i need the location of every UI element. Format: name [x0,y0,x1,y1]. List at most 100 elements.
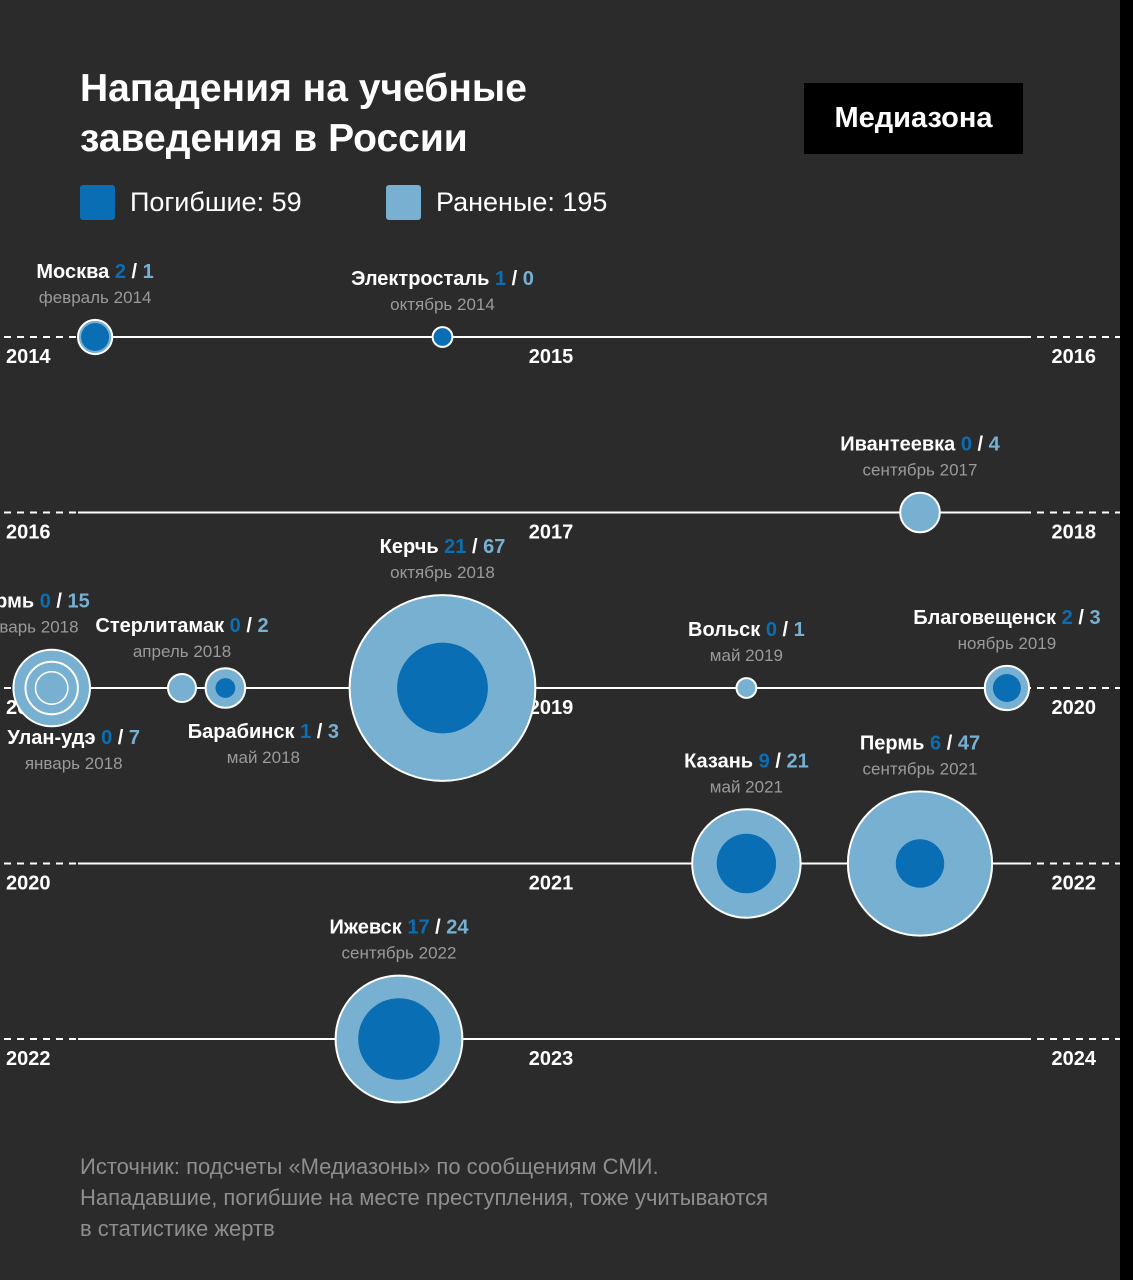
event-date: май 2018 [227,748,300,767]
footnote-line-3: в статистике жертв [80,1216,275,1241]
event-separator: / [466,536,483,558]
event-killed-count: 17 [407,917,429,939]
year-tick-label: 2018 [1052,522,1097,544]
event-date: апрель 2018 [133,642,231,661]
event-city: Керчь [380,536,445,558]
event-wounded-count: 3 [1089,607,1100,629]
event-separator: / [770,750,787,772]
event-city: Казань [684,750,759,772]
event-city: Вольск [688,619,766,641]
bubble-wounded [735,677,758,699]
event-label: Благовещенск 2 / 3 [913,607,1100,629]
event-label: Ивантеевка 0 / 4 [840,434,1000,456]
event-separator: / [506,268,523,290]
event-killed-count: 2 [1062,607,1073,629]
footnote-line-2: Нападавшие, погибшие на месте преступлен… [80,1185,769,1210]
legend-killed-label: Погибшие: 59 [130,186,302,217]
event-killed-count: 1 [300,721,311,743]
timeline-chart: 2014201520162016201720182018201920202020… [0,261,1120,1104]
event-date: май 2019 [710,646,783,665]
event-label: Москва 2 / 1 [36,261,153,283]
bubble-killed [397,642,488,734]
year-tick-label: 2022 [6,1048,51,1070]
footnote-line-1: Источник: подсчеты «Медиазоны» по сообще… [80,1154,659,1179]
event-wounded-count: 67 [483,536,505,558]
event-separator: / [311,721,328,743]
bubble-wounded [24,660,79,716]
event-city: Ивантеевка [840,434,961,456]
event-date: октябрь 2014 [390,295,495,314]
year-tick-label: 2023 [529,1048,574,1070]
event-city: Электросталь [351,268,495,290]
event-separator: / [430,917,447,939]
bubble-killed [716,833,777,894]
bubble-killed [358,998,440,1080]
bubble-wounded [167,673,197,703]
event-killed-count: 1 [495,268,506,290]
bubble-wounded [899,491,941,534]
event-label: Барабинск 1 / 3 [188,721,339,743]
event-date: сентябрь 2021 [863,759,978,778]
event-label: Казань 9 / 21 [684,750,809,772]
bubble-killed [81,323,110,351]
year-tick-label: 2019 [529,697,574,719]
year-tick-label: 2024 [1052,1048,1097,1070]
year-tick-label: 2016 [1052,346,1097,368]
bubble-wounded [431,326,454,348]
year-tick-label: 2017 [529,522,574,544]
event-city: Москва [36,261,114,283]
event-separator: / [777,619,794,641]
event-date: сентябрь 2022 [342,944,457,963]
event-label: Пермь 0 / 15 [0,591,90,613]
event-city: Ижевск [329,917,407,939]
year-tick-label: 2020 [1052,697,1097,719]
event-wounded-count: 7 [129,727,140,749]
event-date: октябрь 2018 [390,563,495,582]
event-label: Вольск 0 / 1 [688,619,805,641]
legend-wounded-swatch [386,184,421,220]
brand-logo: Медиазона [804,83,1023,154]
event-wounded-count: 1 [794,619,805,641]
event-separator: / [241,615,258,637]
event-date: февраль 2014 [39,288,152,307]
bubble-inner-ring [34,671,69,705]
event-wounded-count: 3 [328,721,339,743]
event-killed-count: 21 [444,536,466,558]
event-separator: / [51,591,68,613]
event-date: сентябрь 2017 [863,461,978,480]
event-killed-count: 0 [766,619,777,641]
bubble-killed [992,674,1021,702]
event-label: Улан-удэ 0 / 7 [7,727,140,749]
event-separator: / [1073,607,1090,629]
event-separator: / [972,434,989,456]
event-city: Пермь [860,732,930,754]
event-separator: / [126,261,143,283]
title-line-2: заведения в России [80,117,468,160]
event-wounded-count: 0 [523,268,534,290]
event-killed-count: 0 [101,727,112,749]
page-title: Нападения на учебные заведения в России [80,64,700,164]
legend-wounded: Раненые: 195 [386,184,607,220]
event-wounded-count: 4 [989,434,1001,456]
event-wounded-count: 15 [68,591,90,613]
legend-killed: Погибшие: 59 [80,184,302,220]
event-city: Улан-удэ [7,727,101,749]
event-date: май 2021 [710,777,783,796]
event-killed-count: 2 [115,261,126,283]
event-separator: / [112,727,129,749]
event-date: январь 2018 [0,618,79,637]
footnote: Источник: подсчеты «Медиазоны» по сообще… [80,1151,980,1244]
event-date: ноябрь 2019 [958,634,1057,653]
event-city: Стерлитамак [95,615,229,637]
event-killed-count: 6 [930,732,941,754]
title-line-1: Нападения на учебные [80,67,527,110]
event-wounded-count: 24 [446,917,469,939]
event-wounded-count: 1 [143,261,154,283]
event-wounded-count: 2 [257,615,268,637]
event-killed-count: 0 [961,434,972,456]
legend-wounded-label: Раненые: 195 [436,186,608,217]
event-date: январь 2018 [25,754,123,773]
event-killed-count: 9 [759,750,770,772]
event-wounded-count: 21 [786,750,808,772]
event-label: Электросталь 1 / 0 [351,268,534,290]
